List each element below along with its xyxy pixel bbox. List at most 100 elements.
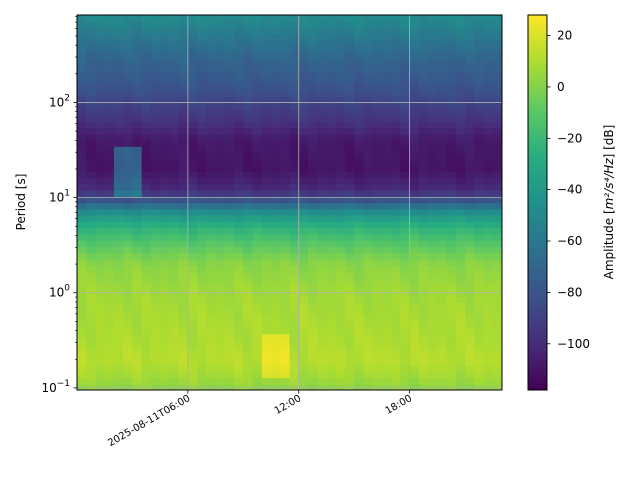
heatmap-cell bbox=[400, 283, 411, 291]
heatmap-cell bbox=[187, 346, 198, 354]
heatmap-cell bbox=[409, 83, 420, 91]
heatmap-cell bbox=[455, 58, 466, 66]
heatmap-cell bbox=[307, 283, 318, 291]
heatmap-cell bbox=[418, 308, 429, 316]
heatmap-cell bbox=[206, 227, 217, 235]
heatmap-cell bbox=[492, 177, 502, 185]
heatmap-cell bbox=[160, 283, 170, 291]
heatmap-cell bbox=[326, 352, 337, 360]
heatmap-cell bbox=[363, 340, 374, 347]
heatmap-cell bbox=[418, 46, 429, 54]
heatmap-cell bbox=[178, 240, 189, 247]
heatmap-cell bbox=[113, 152, 124, 160]
heatmap-cell bbox=[234, 315, 244, 322]
heatmap-cell bbox=[141, 146, 152, 154]
heatmap-cell bbox=[271, 83, 281, 91]
heatmap-cell bbox=[132, 102, 143, 110]
heatmap-cell bbox=[150, 177, 161, 185]
heatmap-cell bbox=[381, 277, 392, 285]
heatmap-cell bbox=[132, 165, 143, 172]
heatmap-cell bbox=[206, 302, 217, 310]
heatmap-cell bbox=[409, 33, 420, 41]
heatmap-cell bbox=[335, 246, 346, 254]
heatmap-cell bbox=[335, 102, 346, 110]
heatmap-cell bbox=[123, 371, 134, 379]
heatmap-cell bbox=[206, 221, 217, 229]
heatmap-cell bbox=[234, 90, 244, 97]
heatmap-cell bbox=[492, 333, 502, 341]
heatmap-cell bbox=[280, 190, 291, 197]
heatmap-cell bbox=[215, 71, 226, 79]
heatmap-cell bbox=[271, 252, 281, 260]
heatmap-cell bbox=[271, 115, 281, 122]
heatmap-cell bbox=[104, 383, 115, 390]
heatmap-cell bbox=[187, 158, 198, 166]
heatmap-cell bbox=[326, 221, 337, 229]
grid-lines bbox=[77, 15, 502, 390]
heatmap-cell bbox=[104, 352, 115, 360]
heatmap-cell bbox=[326, 302, 337, 310]
heatmap-cell bbox=[354, 52, 365, 60]
heatmap-cell bbox=[86, 102, 97, 110]
heatmap-cell bbox=[492, 208, 502, 216]
heatmap-cell bbox=[132, 90, 143, 97]
heatmap-cell bbox=[418, 33, 429, 41]
heatmap-cell bbox=[123, 340, 134, 347]
heatmap-cell bbox=[206, 177, 217, 185]
heatmap-cell bbox=[409, 346, 420, 354]
heatmap-cell bbox=[95, 177, 106, 185]
heatmap-cell bbox=[113, 340, 124, 347]
heatmap-cell bbox=[289, 52, 300, 60]
heatmap-cell bbox=[160, 215, 170, 222]
heatmap-cell bbox=[354, 127, 365, 135]
heatmap-cell bbox=[418, 190, 429, 197]
heatmap-cell bbox=[77, 133, 87, 141]
heatmap-cell bbox=[400, 165, 411, 172]
heatmap-cell bbox=[187, 65, 198, 72]
heatmap-cell bbox=[446, 308, 457, 316]
heatmap-cell bbox=[474, 190, 485, 197]
heatmap-cell bbox=[446, 152, 457, 160]
heatmap-cell bbox=[113, 15, 124, 22]
heatmap-cell bbox=[465, 183, 475, 191]
heatmap-cell bbox=[409, 208, 420, 216]
heatmap-cell bbox=[178, 377, 189, 385]
heatmap-cell bbox=[206, 240, 217, 247]
heatmap-cell bbox=[335, 65, 346, 72]
heatmap-cell bbox=[178, 108, 189, 116]
heatmap-cell bbox=[123, 33, 134, 41]
heatmap-cell bbox=[271, 233, 281, 241]
heatmap-cell bbox=[428, 146, 438, 154]
heatmap-cell bbox=[465, 246, 475, 254]
heatmap-cell bbox=[215, 265, 226, 272]
heatmap-cell bbox=[335, 15, 346, 22]
heatmap-cell bbox=[104, 146, 115, 154]
heatmap-cell bbox=[298, 358, 309, 366]
heatmap-cell bbox=[483, 158, 494, 166]
heatmap-cell bbox=[381, 352, 392, 360]
heatmap-cell bbox=[446, 190, 457, 197]
heatmap-cell bbox=[437, 177, 448, 185]
heatmap-cell bbox=[77, 196, 87, 204]
heatmap-cell bbox=[400, 315, 411, 322]
heatmap-cell bbox=[474, 365, 485, 372]
heatmap-cell bbox=[465, 121, 475, 129]
heatmap-cell bbox=[150, 165, 161, 172]
heatmap-cell bbox=[344, 358, 355, 366]
heatmap-cell bbox=[381, 46, 392, 54]
heatmap-cell bbox=[187, 296, 198, 304]
heatmap-cell bbox=[123, 196, 134, 204]
heatmap-cell bbox=[335, 271, 346, 279]
heatmap-cell bbox=[483, 377, 494, 385]
heatmap-cell bbox=[261, 183, 272, 191]
heatmap-cell bbox=[363, 15, 374, 22]
heatmap-cell bbox=[224, 321, 235, 329]
heatmap-cell bbox=[243, 383, 254, 390]
heatmap-cell bbox=[446, 383, 457, 390]
heatmap-cell bbox=[123, 152, 134, 160]
heatmap-cell bbox=[492, 227, 502, 235]
heatmap-cell bbox=[455, 40, 466, 47]
heatmap-cell bbox=[437, 365, 448, 372]
heatmap-cell bbox=[483, 252, 494, 260]
heatmap-cell bbox=[317, 315, 328, 322]
